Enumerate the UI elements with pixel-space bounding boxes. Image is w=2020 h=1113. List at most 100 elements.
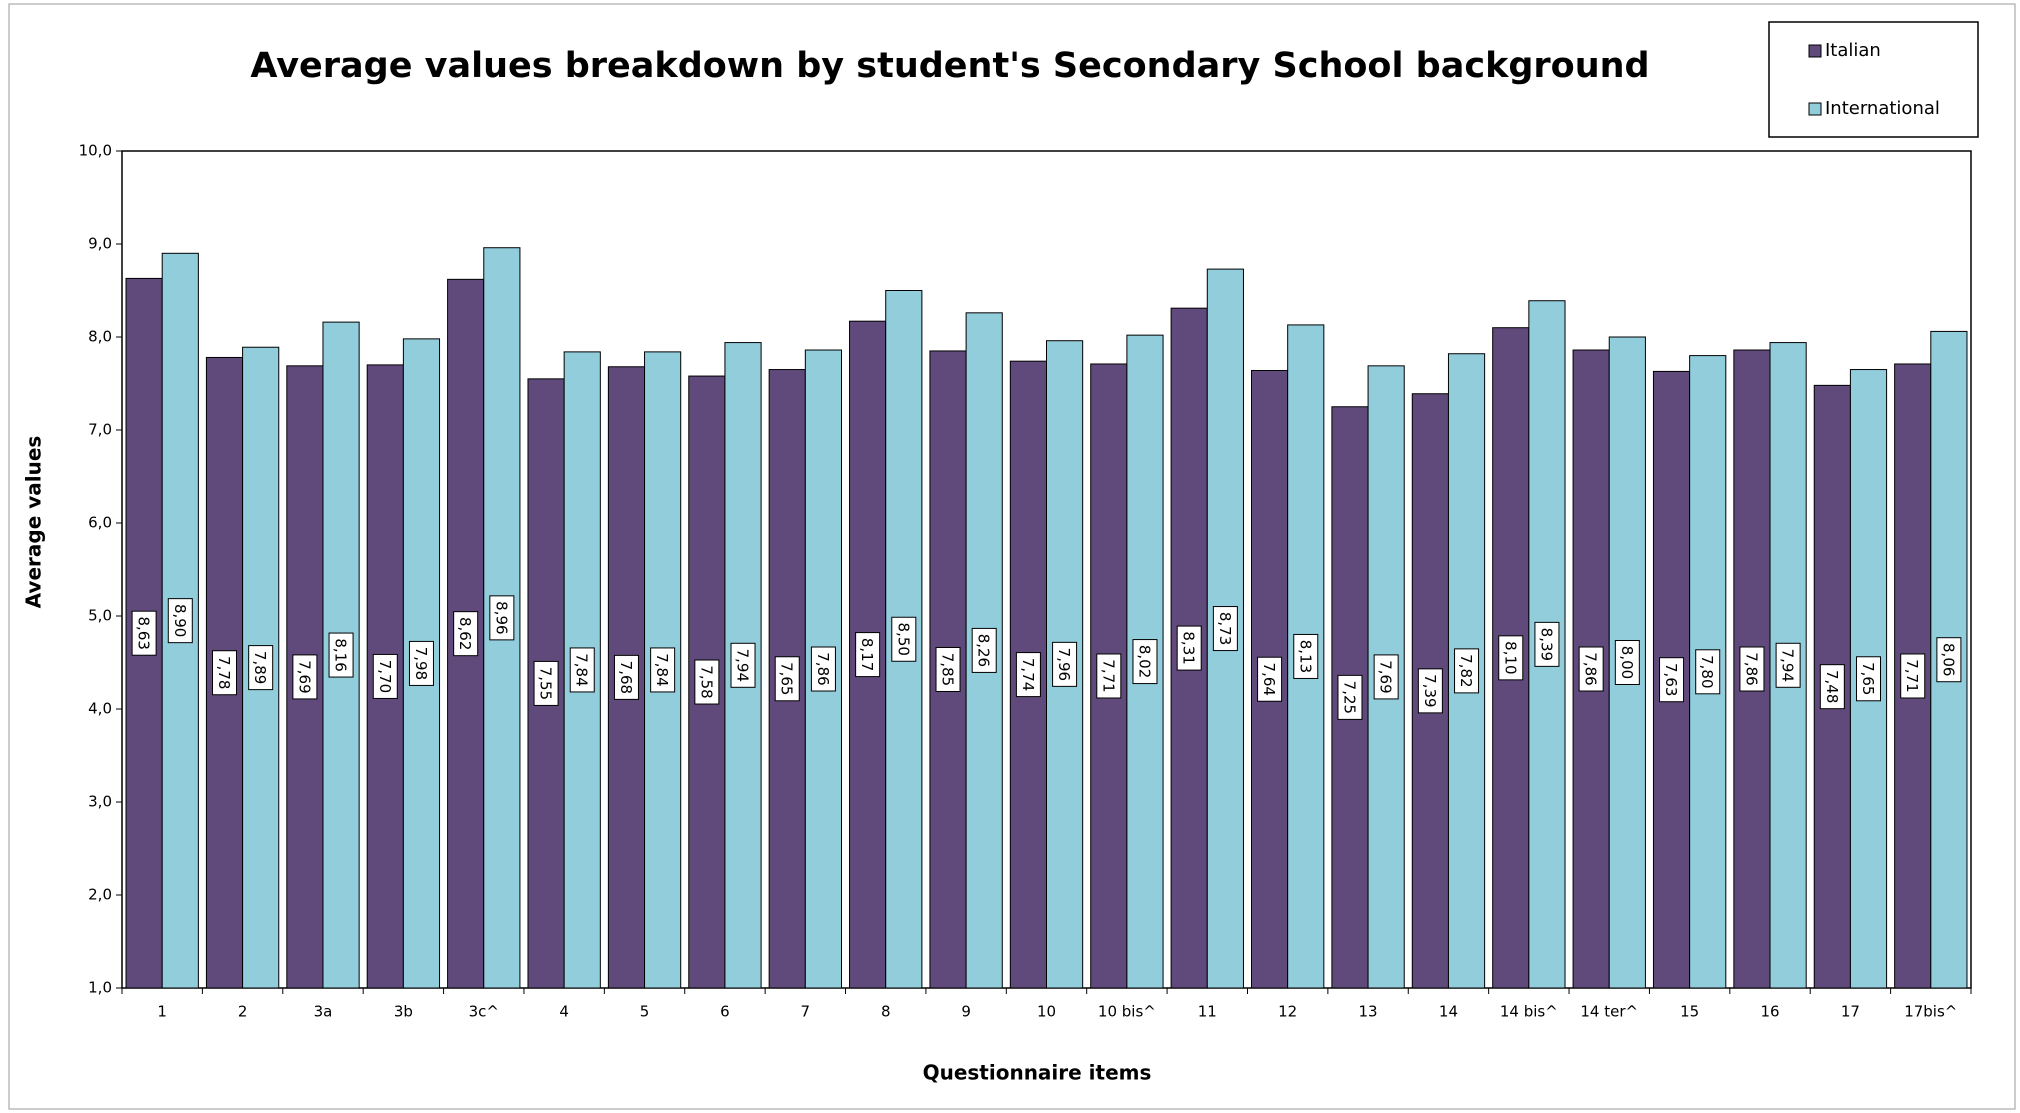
value-label: 7,86	[1739, 646, 1765, 692]
value-label: 7,84	[650, 647, 676, 693]
value-label-box	[650, 647, 676, 693]
value-label-box	[211, 650, 237, 696]
value-label-box	[292, 654, 318, 700]
value-label-box	[1534, 621, 1560, 667]
value-label: 7,89	[248, 645, 274, 691]
value-label-box	[1132, 639, 1158, 685]
value-label: 7,63	[1659, 657, 1685, 703]
value-label-text: 7,96	[1055, 648, 1073, 681]
value-label-box	[730, 642, 756, 688]
x-tick-label: 2	[238, 1003, 248, 1021]
value-label-text: 7,85	[939, 653, 957, 686]
value-label: 8,16	[328, 632, 354, 678]
value-label: 8,31	[1176, 625, 1202, 671]
value-label-box	[971, 627, 997, 673]
y-tick-label: 6,0	[88, 514, 112, 532]
value-label-text: 7,69	[1377, 660, 1395, 693]
y-tick-label: 8,0	[88, 328, 112, 346]
value-label: 8,02	[1132, 639, 1158, 685]
value-label-text: 8,31	[1180, 631, 1198, 664]
value-label-text: 7,69	[295, 660, 313, 693]
x-tick-label: 1	[157, 1003, 167, 1021]
value-label-text: 7,48	[1823, 670, 1841, 703]
value-label-box	[1417, 668, 1443, 714]
value-label-box	[1900, 653, 1926, 699]
value-label-box	[1739, 646, 1765, 692]
value-label-box	[855, 632, 881, 678]
value-label-text: 7,84	[573, 653, 591, 686]
value-label-box	[408, 640, 434, 686]
value-label-text: 7,71	[1903, 659, 1921, 692]
value-label: 7,55	[533, 660, 559, 706]
value-label-box	[489, 595, 515, 641]
value-label-text: 7,55	[537, 667, 555, 700]
value-label: 7,71	[1096, 653, 1122, 699]
x-tick-label: 11	[1198, 1003, 1217, 1021]
value-label-text: 7,86	[814, 652, 832, 685]
value-label: 7,78	[211, 650, 237, 696]
value-label-text: 7,39	[1421, 674, 1439, 707]
value-label-box	[533, 660, 559, 706]
value-label: 8,96	[489, 595, 515, 641]
value-label-text: 7,86	[1742, 652, 1760, 685]
value-label-box	[1695, 649, 1721, 695]
value-label-box	[1176, 625, 1202, 671]
value-label: 7,39	[1417, 668, 1443, 714]
value-label-text: 7,82	[1457, 654, 1475, 687]
x-tick-label: 7	[801, 1003, 811, 1021]
x-tick-label: 17bis^	[1904, 1003, 1957, 1021]
x-tick-label: 13	[1359, 1003, 1378, 1021]
x-tick-label: 3a	[314, 1003, 333, 1021]
y-tick-label: 1,0	[88, 979, 112, 997]
value-label: 7,94	[1775, 642, 1801, 688]
value-label: 7,96	[1052, 641, 1078, 687]
value-label-text: 7,98	[412, 647, 430, 680]
x-tick-label: 3c^	[469, 1003, 499, 1021]
value-label: 7,71	[1900, 653, 1926, 699]
value-label: 7,74	[1015, 652, 1041, 698]
value-label-text: 7,25	[1340, 681, 1358, 714]
value-label: 7,86	[1578, 646, 1604, 692]
value-label-box	[453, 611, 479, 657]
y-axis-title: Average values	[22, 436, 46, 609]
value-label: 7,98	[408, 640, 434, 686]
value-label-box	[1096, 653, 1122, 699]
value-label-box	[1373, 654, 1399, 700]
value-label-text: 8,00	[1618, 646, 1636, 679]
value-label: 7,86	[810, 646, 836, 692]
value-label-box	[1578, 646, 1604, 692]
value-label-text: 7,64	[1260, 663, 1278, 696]
value-label-text: 8,17	[858, 638, 876, 671]
x-axis-title: Questionnaire items	[923, 1061, 1152, 1085]
x-tick-label: 14 ter^	[1580, 1003, 1638, 1021]
value-label-text: 7,78	[215, 656, 233, 689]
value-label-text: 7,65	[1859, 662, 1877, 695]
value-label-text: 8,73	[1216, 612, 1234, 645]
y-tick-label: 5,0	[88, 607, 112, 625]
value-label-box	[372, 653, 398, 699]
value-label: 7,25	[1337, 674, 1363, 720]
value-label: 7,68	[613, 654, 639, 700]
value-label-text: 7,86	[1582, 652, 1600, 685]
x-tick-label: 15	[1680, 1003, 1699, 1021]
y-tick-label: 2,0	[88, 886, 112, 904]
x-tick-label: 10 bis^	[1098, 1003, 1156, 1021]
y-tick-label: 10,0	[79, 142, 112, 160]
value-label-text: 8,26	[975, 634, 993, 667]
value-label-text: 8,39	[1537, 628, 1555, 661]
value-label-text: 7,70	[376, 660, 394, 693]
value-label-text: 8,10	[1501, 641, 1519, 674]
value-label-text: 8,13	[1296, 640, 1314, 673]
value-label-box	[248, 645, 274, 691]
value-label-box	[328, 632, 354, 678]
value-label-box	[1337, 674, 1363, 720]
legend-box	[1768, 21, 1979, 138]
x-tick-label: 12	[1278, 1003, 1297, 1021]
value-label-text: 7,63	[1662, 663, 1680, 696]
value-label: 8,10	[1498, 635, 1524, 681]
x-tick-label: 3b	[394, 1003, 413, 1021]
value-label-text: 7,65	[778, 662, 796, 695]
value-label: 7,65	[1856, 656, 1882, 702]
value-label-box	[1614, 640, 1640, 685]
